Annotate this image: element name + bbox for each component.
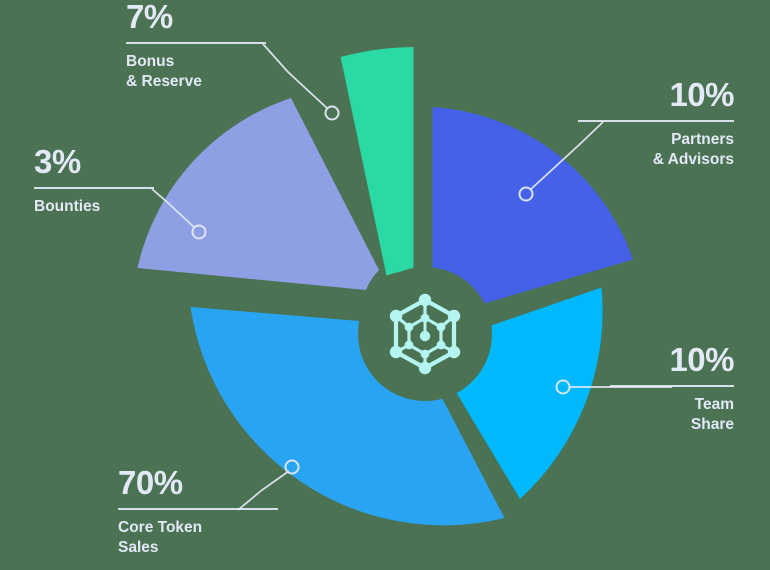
donut-slices <box>137 47 634 526</box>
hexagon-network-icon <box>389 293 461 375</box>
callout-bonus-reserve[interactable]: 7% Bonus & Reserve <box>126 0 266 92</box>
callout-bounties[interactable]: 3% Bounties <box>34 145 154 217</box>
leader-line-bounties <box>151 188 196 229</box>
slice-partners-advisors[interactable] <box>432 107 634 304</box>
callout-team-share[interactable]: 10% Team Share <box>610 341 735 435</box>
callout-bounties-percent: 3% <box>34 143 81 180</box>
callout-partners-advisors-label: Partners & Advisors <box>652 131 734 168</box>
callout-bonus-reserve-rule <box>126 42 266 44</box>
leader-lines <box>151 43 672 511</box>
callout-bonus-reserve-percent: 7% <box>126 0 173 35</box>
leader-dot-bonus-reserve <box>324 105 340 121</box>
callout-team-share-label: Team Share <box>690 396 734 433</box>
callout-bounties-label: Bounties <box>34 198 101 215</box>
leader-dot-team-share <box>555 379 571 395</box>
callout-partners-advisors-rule <box>578 120 734 122</box>
callout-core-token-sales-percent: 70% <box>118 464 183 501</box>
callout-partners-advisors[interactable]: 10% Partners & Advisors <box>578 76 735 170</box>
callout-team-share-rule <box>610 385 734 387</box>
leader-line-partners-advisors <box>529 121 604 191</box>
leader-dot-partners-advisors <box>518 186 534 202</box>
callout-team-share-percent: 10% <box>669 341 734 378</box>
callout-bonus-reserve-label: Bonus & Reserve <box>126 53 202 90</box>
callout-core-token-sales-rule <box>118 508 278 510</box>
callout-partners-advisors-percent: 10% <box>669 76 734 113</box>
callout-core-token-sales[interactable]: 70% Core Token Sales <box>118 466 278 558</box>
slice-core-token-sales[interactable] <box>190 307 506 526</box>
leader-line-bonus-reserve <box>262 43 329 110</box>
leader-dot-bounties <box>191 224 207 240</box>
slice-bonus-reserve[interactable] <box>340 47 414 276</box>
callout-bounties-rule <box>34 187 154 189</box>
slice-bounties[interactable] <box>137 98 380 290</box>
leader-dot-core-token-sales <box>284 459 300 475</box>
slice-team-share[interactable] <box>455 287 603 500</box>
callout-core-token-sales-label: Core Token Sales <box>118 519 203 556</box>
leader-line-core-token-sales <box>237 470 290 511</box>
